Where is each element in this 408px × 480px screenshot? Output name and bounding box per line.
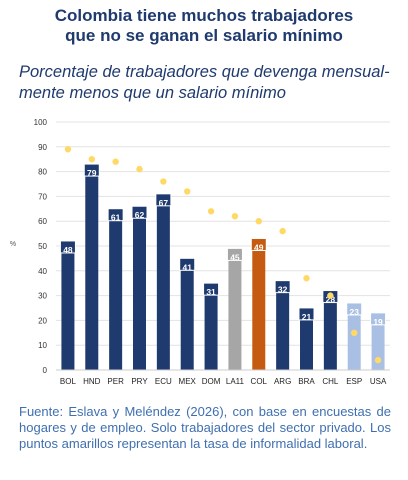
bar-usa (371, 322, 385, 370)
x-tick-label: ECU (155, 377, 172, 386)
x-tick-label: BRA (298, 377, 315, 386)
bar-esp (347, 312, 361, 370)
data-label-box (298, 307, 315, 321)
bar-pry (133, 216, 146, 370)
x-tick-label: ARG (274, 377, 291, 386)
bar-hnd (85, 174, 99, 370)
data-label-la11: 45 (230, 252, 240, 262)
y-axis-label: % (10, 241, 16, 248)
bar-dom (204, 293, 218, 370)
informality-dot-ecu (160, 178, 167, 185)
x-tick-label: CHL (322, 377, 339, 386)
source-note: Fuente: Eslava y Meléndez (2026), con ba… (19, 404, 391, 451)
informality-dot-dom (207, 208, 215, 215)
bar-bol (61, 250, 75, 370)
y-tick-label: 90 (38, 143, 47, 152)
y-tick-label: 50 (38, 242, 47, 251)
informality-dot-per (112, 158, 119, 165)
informality-dot-esp (351, 329, 358, 336)
informality-dot-bol (64, 146, 72, 153)
bar-chl (323, 300, 337, 370)
informality-dot-chl (327, 292, 334, 299)
data-label-box (250, 237, 267, 251)
data-label-mex: 41 (182, 262, 192, 272)
informality-dot-usa (374, 356, 382, 364)
data-label-esp: 23 (349, 307, 359, 317)
x-tick-label: COL (251, 377, 268, 386)
y-tick-label: 0 (43, 366, 48, 375)
data-label-bol: 48 (63, 245, 73, 255)
x-tick-label: LA11 (226, 377, 245, 386)
data-label-hnd: 79 (87, 168, 97, 178)
data-label-bra: 21 (302, 312, 312, 322)
informality-dot-hnd (88, 156, 95, 163)
y-tick-label: 80 (38, 168, 47, 177)
subtitle-line-2: mente menos que un salario mínimo (19, 84, 286, 102)
chart-title: Colombia tiene muchos trabajadores que n… (8, 6, 400, 46)
y-tick-label: 20 (38, 316, 47, 325)
bar-bra (300, 317, 313, 370)
title-line-1: Colombia tiene muchos trabajadores (54, 6, 354, 25)
bar-arg (276, 290, 290, 370)
data-label-box (226, 247, 243, 261)
x-tick-label: MEX (179, 377, 197, 386)
data-label-col: 49 (254, 242, 264, 252)
chart-subtitle: Porcentaje de trabajadores que devenga m… (19, 62, 391, 104)
data-label-box (59, 240, 76, 254)
data-label-box (203, 282, 220, 296)
data-label-box (346, 302, 363, 316)
x-tick-label: DOM (202, 377, 221, 386)
y-tick-label: 60 (38, 217, 47, 226)
data-label-per: 61 (111, 213, 121, 223)
x-tick-label: HND (83, 377, 101, 386)
informality-dot-mex (184, 188, 191, 195)
data-label-box (370, 312, 387, 326)
x-tick-label: USA (370, 377, 387, 386)
informality-dot-col (255, 218, 262, 225)
data-label-ecu: 67 (159, 198, 169, 208)
x-tick-label: ESP (346, 377, 362, 386)
data-label-arg: 32 (278, 285, 288, 295)
bar-chart: 0 10 20 30 40 50 60 70 80 90 100% 48 79 61 62 67 41 31 45 4… (0, 112, 408, 392)
data-label-box (131, 205, 148, 219)
bar-per (109, 218, 123, 370)
data-label-box (107, 208, 124, 222)
informality-dot-bra (303, 275, 310, 282)
title-line-2: que no se ganan el salario mínimo (65, 26, 343, 45)
y-tick-label: 40 (38, 267, 47, 276)
data-label-chl: 28 (326, 295, 336, 305)
data-label-box (179, 257, 196, 271)
data-label-box (274, 280, 291, 294)
y-tick-label: 30 (38, 292, 47, 301)
data-label-box (83, 163, 100, 177)
x-tick-label: PRY (131, 377, 148, 386)
data-label-pry: 62 (135, 210, 145, 220)
x-tick-label: BOL (60, 377, 77, 386)
bar-mex (180, 268, 194, 370)
informality-dot-pry (136, 165, 143, 173)
subtitle-line-1: Porcentaje de trabajadores que devenga m… (19, 63, 390, 81)
y-tick-label: 70 (38, 192, 47, 201)
data-label-box (155, 193, 172, 207)
bar-ecu (156, 203, 170, 370)
bar-la11 (228, 258, 242, 370)
data-label-usa: 19 (373, 317, 383, 327)
informality-dot-arg (279, 227, 286, 235)
bar-col (252, 248, 266, 370)
informality-dot-la11 (231, 213, 239, 220)
bar-chart-svg: 0 10 20 30 40 50 60 70 80 90 100% 48 79 61 62 67 41 31 45 4… (10, 118, 390, 386)
x-tick-label: PER (107, 377, 124, 386)
data-label-dom: 31 (206, 287, 216, 297)
y-tick-label: 10 (38, 341, 47, 350)
y-tick-label: 100 (34, 118, 48, 127)
